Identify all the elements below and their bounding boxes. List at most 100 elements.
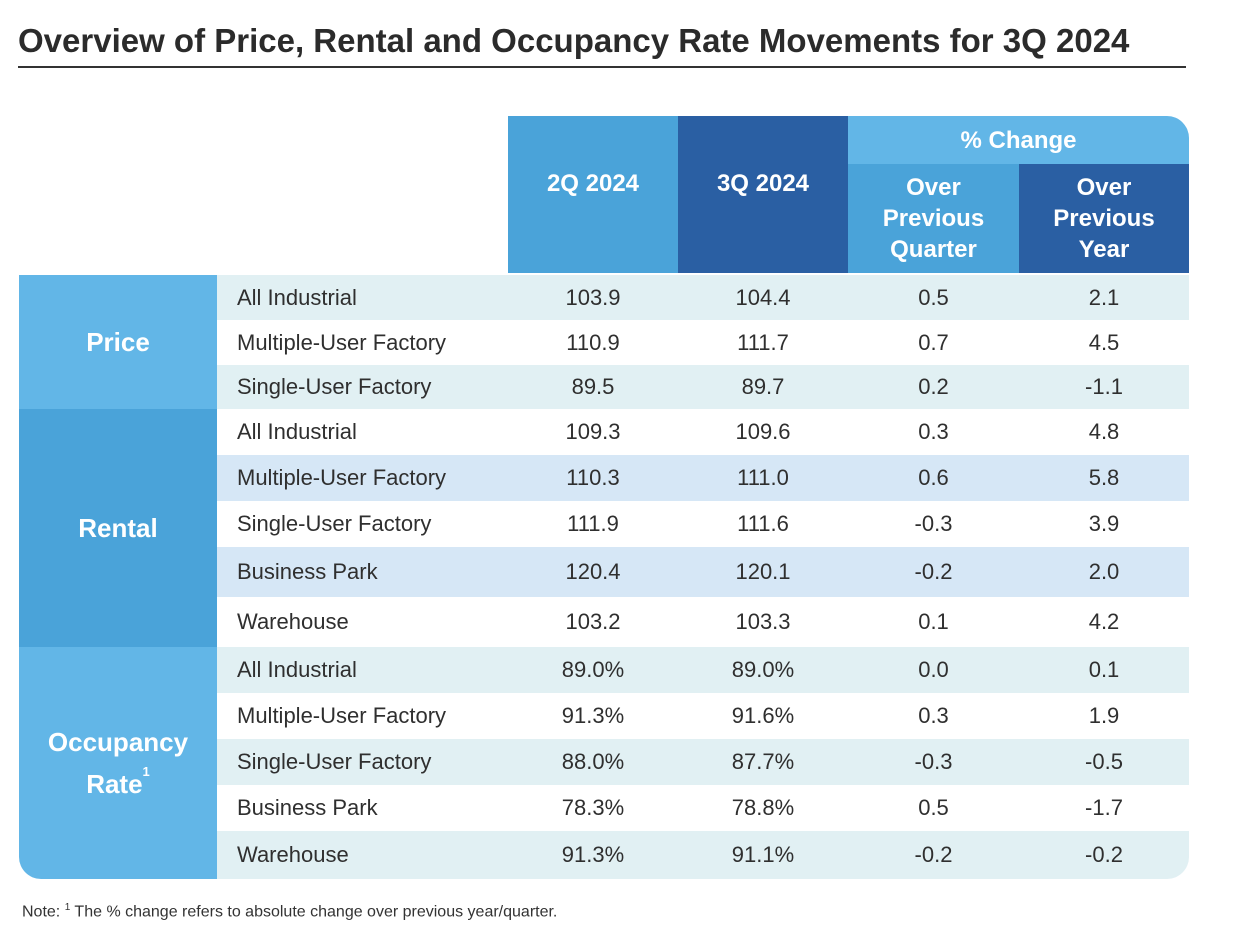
category-cell: All Industrial — [237, 657, 357, 682]
value-2q-2024-cell: 103.9 — [565, 285, 621, 310]
category-cell: Warehouse — [237, 842, 349, 867]
pct-change-quarter-cell: -0.2 — [914, 559, 953, 584]
footnote: Note: 1 The % change refers to absolute … — [22, 902, 557, 921]
value-3q-2024-cell: 91.6% — [731, 703, 795, 728]
value-2q-2024-cell: 91.3% — [561, 842, 625, 867]
column-group-header-pct-change: % Change — [848, 116, 1189, 164]
value-3q-2024-cell: 111.6 — [737, 511, 789, 536]
value-2q-2024-cell: 88.0% — [561, 749, 625, 774]
value-3q-2024-cell: 109.6 — [735, 419, 791, 444]
header-text-line: Over — [906, 174, 961, 201]
pct-change-quarter-cell: 0.7 — [918, 330, 949, 355]
group-label-occupancy-rate: Occupancy Rate1 — [19, 647, 217, 879]
category-cell: All Industrial — [237, 419, 357, 444]
value-3q-2024-cell: 111.7 — [737, 330, 789, 355]
value-3q-2024-cell: 103.3 — [735, 609, 791, 634]
pct-change-year-cell: -1.1 — [1085, 374, 1123, 399]
value-3q-2024-cell: 91.1% — [731, 842, 795, 867]
group-label-line: Rate — [86, 769, 143, 799]
value-2q-2024-cell: 111.9 — [567, 511, 619, 536]
value-3q-2024-cell: 120.1 — [735, 559, 791, 584]
header-text-line: Year — [1078, 236, 1130, 263]
pct-change-quarter-cell: -0.3 — [914, 511, 953, 536]
header-text-line: Quarter — [890, 236, 977, 263]
category-cell: Business Park — [237, 795, 378, 820]
value-2q-2024-cell: 120.4 — [565, 559, 621, 584]
value-2q-2024-cell: 110.9 — [566, 330, 620, 355]
value-3q-2024-cell: 89.0% — [731, 657, 795, 682]
pct-change-year-cell: 4.5 — [1088, 330, 1120, 355]
pct-change-year-cell: 5.8 — [1088, 465, 1120, 490]
value-2q-2024-cell: 89.5 — [571, 374, 615, 399]
category-cell: Multiple-User Factory — [237, 330, 447, 355]
pct-change-year-cell: 2.0 — [1088, 559, 1120, 584]
value-2q-2024-cell: 103.2 — [565, 609, 621, 634]
pct-change-quarter-cell: -0.3 — [914, 749, 953, 774]
category-cell: Warehouse — [237, 609, 349, 634]
category-cell: Single-User Factory — [237, 511, 432, 536]
category-cell: All Industrial — [237, 285, 357, 310]
group-label-price: Price — [19, 275, 217, 409]
page-title: Overview of Price, Rental and Occupancy … — [18, 16, 1186, 68]
pct-change-year-cell: -1.7 — [1085, 795, 1123, 820]
pct-change-quarter-cell: 0.5 — [918, 795, 949, 820]
header-text-line: Previous — [1053, 205, 1155, 232]
pct-change-quarter-cell: -0.2 — [914, 842, 953, 867]
footnote-mark: 1 — [142, 764, 150, 779]
pct-change-year-cell: 4.2 — [1088, 609, 1120, 634]
value-2q-2024-cell: 110.3 — [566, 465, 620, 490]
table-row: Multiple-User Factory 110.3 111.0 0.6 5.8 — [217, 455, 1189, 501]
group-label-line: Occupancy — [47, 727, 189, 757]
pct-change-quarter-cell: 0.6 — [918, 465, 949, 490]
table-row: All Industrial 109.3 109.6 0.3 4.8 — [217, 409, 1189, 455]
value-3q-2024-cell: 111.0 — [737, 465, 789, 490]
table-row: Single-User Factory 88.0% 87.7% -0.3 -0.5 — [217, 739, 1189, 785]
pct-change-year-cell: 1.9 — [1088, 703, 1120, 728]
pct-change-quarter-cell: 0.2 — [918, 374, 949, 399]
category-cell: Business Park — [237, 559, 378, 584]
value-2q-2024-cell: 109.3 — [565, 419, 621, 444]
group-label-rental: Rental — [19, 409, 217, 647]
table-row: All Industrial 89.0% 89.0% 0.0 0.1 — [217, 647, 1189, 693]
table-row: Single-User Factory 89.5 89.7 0.2 -1.1 — [217, 365, 1189, 409]
value-3q-2024-cell: 104.4 — [735, 285, 791, 310]
value-2q-2024-cell: 78.3% — [561, 795, 625, 820]
pct-change-year-cell: 0.1 — [1088, 657, 1120, 682]
category-cell: Multiple-User Factory — [237, 465, 447, 490]
pct-change-year-cell: 4.8 — [1088, 419, 1120, 444]
column-header-2q-2024: 2Q 2024 — [508, 116, 678, 273]
category-cell: Single-User Factory — [237, 749, 432, 774]
pct-change-year-cell: -0.5 — [1085, 749, 1123, 774]
footnote-mark: 1 — [64, 902, 71, 913]
table-row: Warehouse 103.2 103.3 0.1 4.2 — [217, 597, 1189, 647]
header-text-line: Over — [1076, 174, 1132, 201]
header-text-line: Previous — [882, 205, 985, 232]
value-2q-2024-cell: 89.0% — [561, 657, 625, 682]
value-2q-2024-cell: 91.3% — [561, 703, 625, 728]
column-header-over-previous-quarter: Over Previous Quarter — [848, 164, 1019, 273]
footnote-text: The % change refers to absolute change o… — [74, 903, 558, 921]
footnote-prefix: Note: — [22, 903, 61, 921]
pct-change-quarter-cell: 0.3 — [918, 419, 949, 444]
category-cell: Multiple-User Factory — [237, 703, 447, 728]
table-row: Warehouse 91.3% 91.1% -0.2 -0.2 — [217, 831, 1189, 879]
pct-change-year-cell: -0.2 — [1085, 842, 1123, 867]
value-3q-2024-cell: 87.7% — [731, 749, 795, 774]
table-row: Business Park 120.4 120.1 -0.2 2.0 — [217, 547, 1189, 597]
column-header-over-previous-year: Over Previous Year — [1019, 164, 1189, 273]
column-header-3q-2024: 3Q 2024 — [678, 116, 848, 273]
value-3q-2024-cell: 78.8% — [731, 795, 795, 820]
table-row: Multiple-User Factory 110.9 111.7 0.7 4.5 — [217, 320, 1189, 365]
pct-change-quarter-cell: 0.5 — [918, 285, 949, 310]
pct-change-quarter-cell: 0.3 — [918, 703, 949, 728]
table-row: Single-User Factory 111.9 111.6 -0.3 3.9 — [217, 501, 1189, 547]
pct-change-quarter-cell: 0.1 — [918, 609, 949, 634]
table-row: Business Park 78.3% 78.8% 0.5 -1.7 — [217, 785, 1189, 831]
value-3q-2024-cell: 89.7 — [741, 374, 785, 399]
pct-change-year-cell: 2.1 — [1088, 285, 1120, 310]
table-row: All Industrial 103.9 104.4 0.5 2.1 — [217, 275, 1189, 320]
pct-change-quarter-cell: 0.0 — [918, 657, 949, 682]
category-cell: Single-User Factory — [237, 374, 432, 399]
pct-change-year-cell: 3.9 — [1088, 511, 1120, 536]
table-row: Multiple-User Factory 91.3% 91.6% 0.3 1.9 — [217, 693, 1189, 739]
